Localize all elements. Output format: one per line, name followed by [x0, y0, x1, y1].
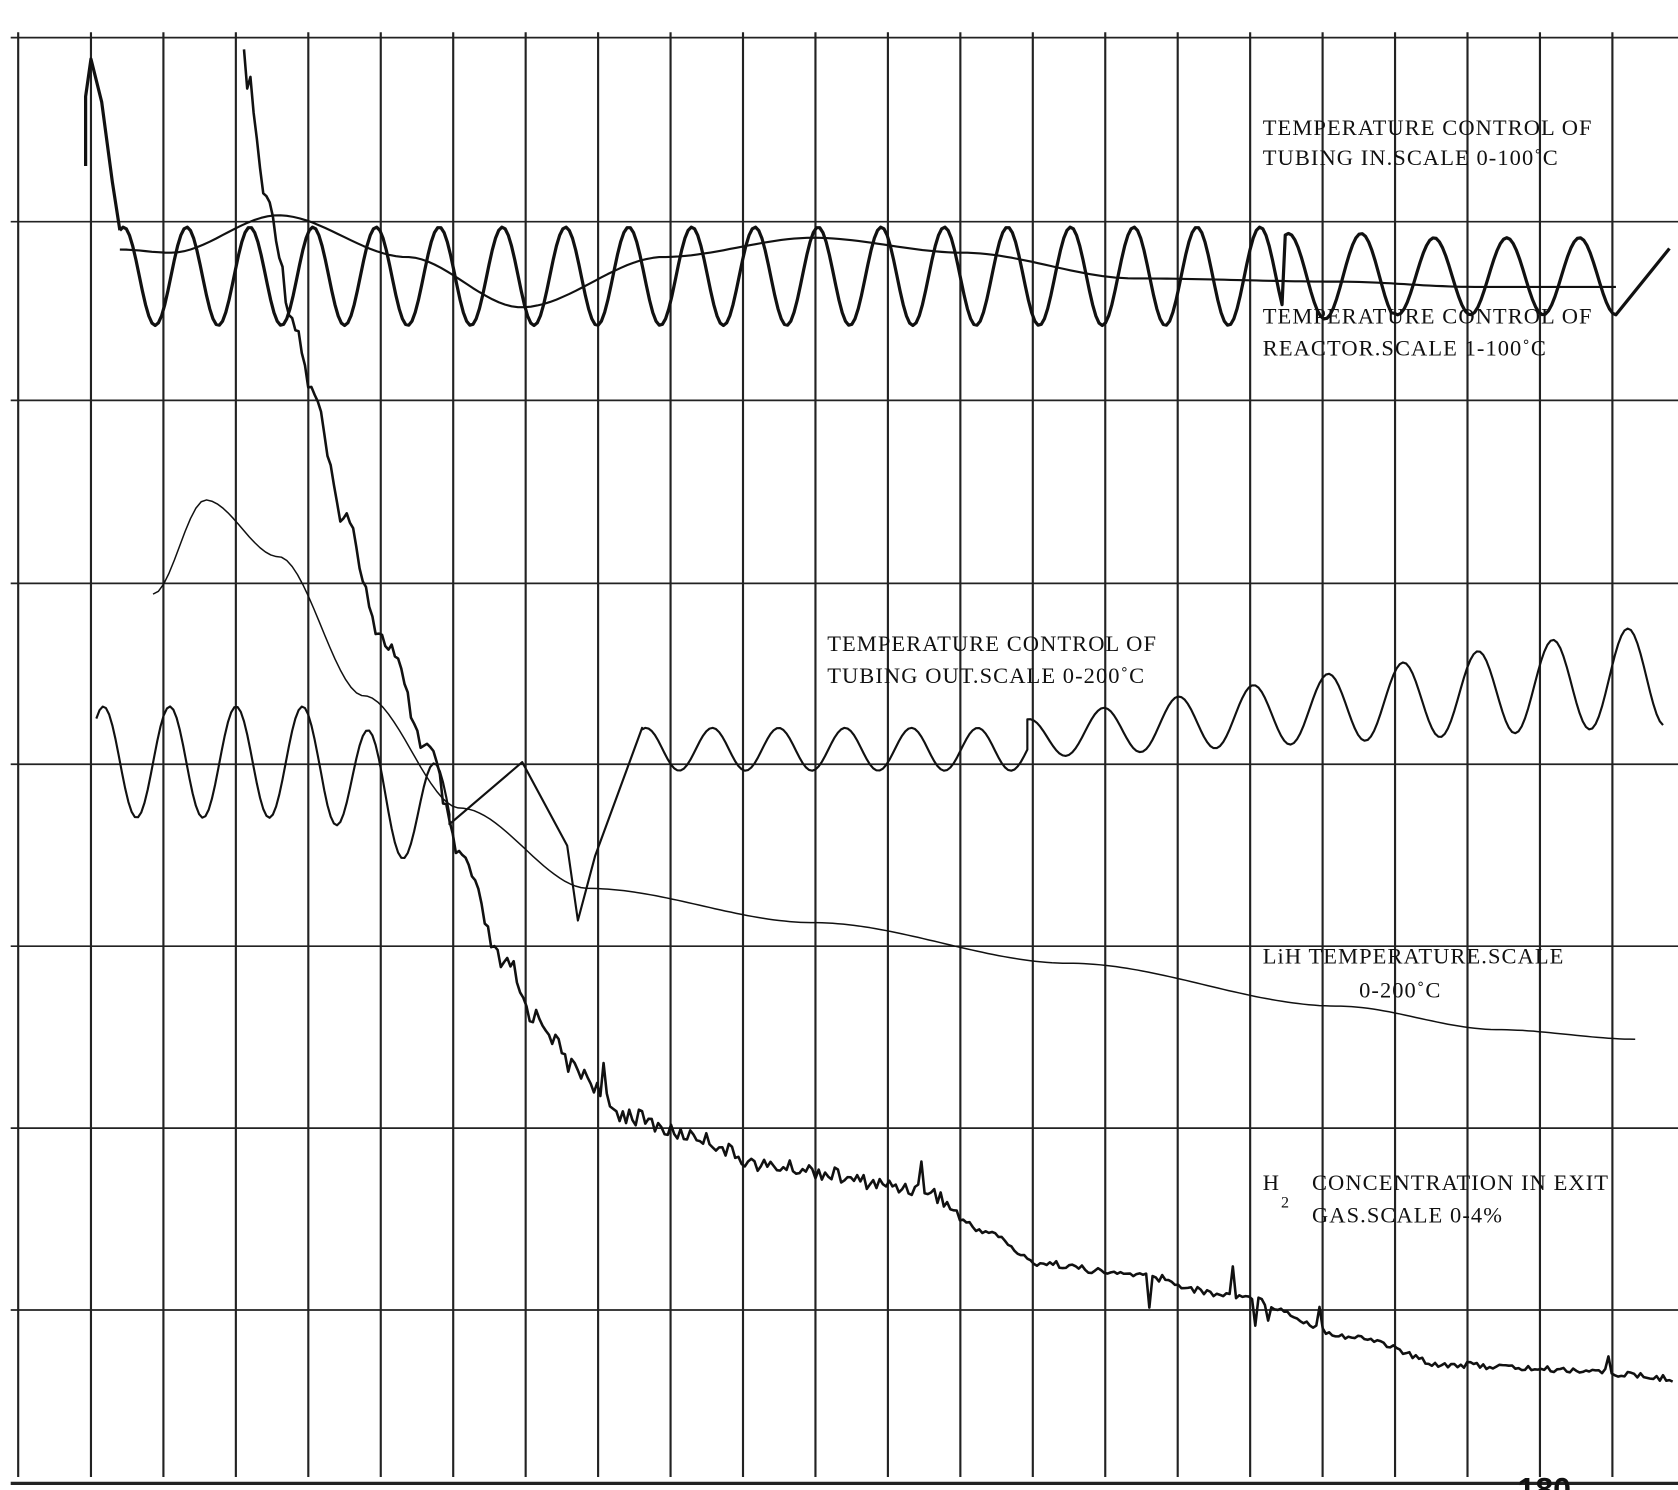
trace-tubing-in — [118, 225, 1671, 328]
trace-label: 0-200˚C — [1359, 978, 1441, 1003]
trace-label: TEMPERATURE CONTROL OF — [827, 631, 1157, 656]
traces — [84, 49, 1674, 1383]
trace-label: REACTOR.SCALE 1-100˚C — [1263, 335, 1547, 360]
trace-reactor — [119, 214, 1616, 309]
trace-lih — [152, 499, 1636, 1041]
trace-label: TEMPERATURE CONTROL OF — [1263, 303, 1593, 328]
grid — [10, 32, 1678, 1486]
trace-label: LiH TEMPERATURE.SCALE — [1263, 943, 1565, 968]
trace-spike — [84, 57, 122, 231]
trace-h2 — [242, 49, 1674, 1383]
trace-label: CONCENTRATION IN EXIT — [1312, 1170, 1609, 1195]
trace-label: TEMPERATURE CONTROL OF — [1263, 115, 1593, 140]
trace-tubing-out — [95, 627, 1664, 922]
trace-label: H — [1263, 1170, 1280, 1195]
trace-label-subscript: 2 — [1281, 1194, 1290, 1211]
page-number: 180 — [1517, 1472, 1571, 1490]
trace-label: TUBING IN.SCALE 0-100˚C — [1263, 145, 1559, 170]
trace-label: GAS.SCALE 0-4% — [1312, 1202, 1503, 1227]
trace-label: TUBING OUT.SCALE 0-200˚C — [827, 663, 1145, 688]
